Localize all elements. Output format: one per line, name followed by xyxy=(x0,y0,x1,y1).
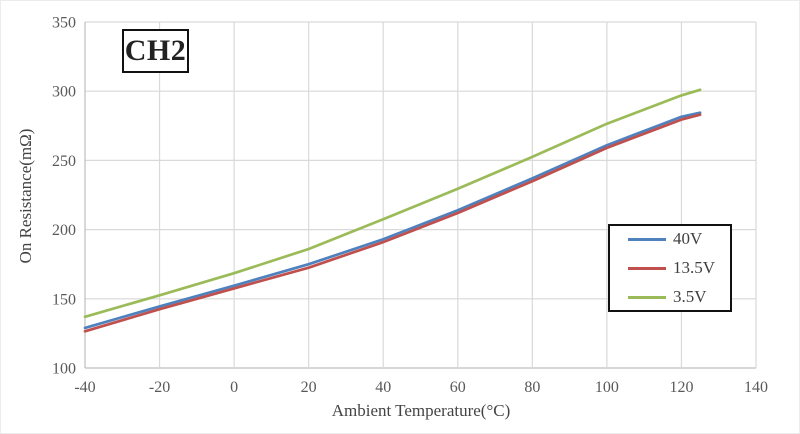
legend-label: 13.5V xyxy=(673,258,716,277)
x-axis-title: Ambient Temperature(°C) xyxy=(331,401,511,420)
svg-text:80: 80 xyxy=(524,379,540,396)
svg-text:40: 40 xyxy=(375,379,391,396)
legend-line-swatch xyxy=(628,237,666,241)
svg-text:250: 250 xyxy=(52,153,76,170)
legend-item: 40V xyxy=(628,229,730,249)
svg-text:-20: -20 xyxy=(149,379,170,396)
legend-line-swatch xyxy=(628,266,666,270)
svg-text:150: 150 xyxy=(52,291,76,308)
svg-text:20: 20 xyxy=(301,379,317,396)
svg-text:120: 120 xyxy=(669,379,693,396)
svg-text:350: 350 xyxy=(52,15,76,32)
svg-text:60: 60 xyxy=(450,379,466,396)
svg-text:300: 300 xyxy=(52,84,76,101)
svg-text:-40: -40 xyxy=(74,379,95,396)
svg-text:0: 0 xyxy=(230,379,238,396)
legend-line-swatch xyxy=(628,295,666,299)
svg-text:140: 140 xyxy=(744,379,768,396)
svg-text:100: 100 xyxy=(52,361,76,378)
legend-box: 40V 13.5V 3.5V xyxy=(608,224,732,312)
svg-text:200: 200 xyxy=(52,222,76,239)
svg-text:100: 100 xyxy=(595,379,619,396)
legend-label: 40V xyxy=(673,229,703,248)
panel-label-ch2: CH2 xyxy=(122,29,189,73)
y-axis-title: On Resistance(mΩ) xyxy=(16,128,35,264)
legend-item: 3.5V xyxy=(628,287,730,307)
legend-label: 3.5V xyxy=(673,287,707,306)
legend-item: 13.5V xyxy=(628,258,730,278)
